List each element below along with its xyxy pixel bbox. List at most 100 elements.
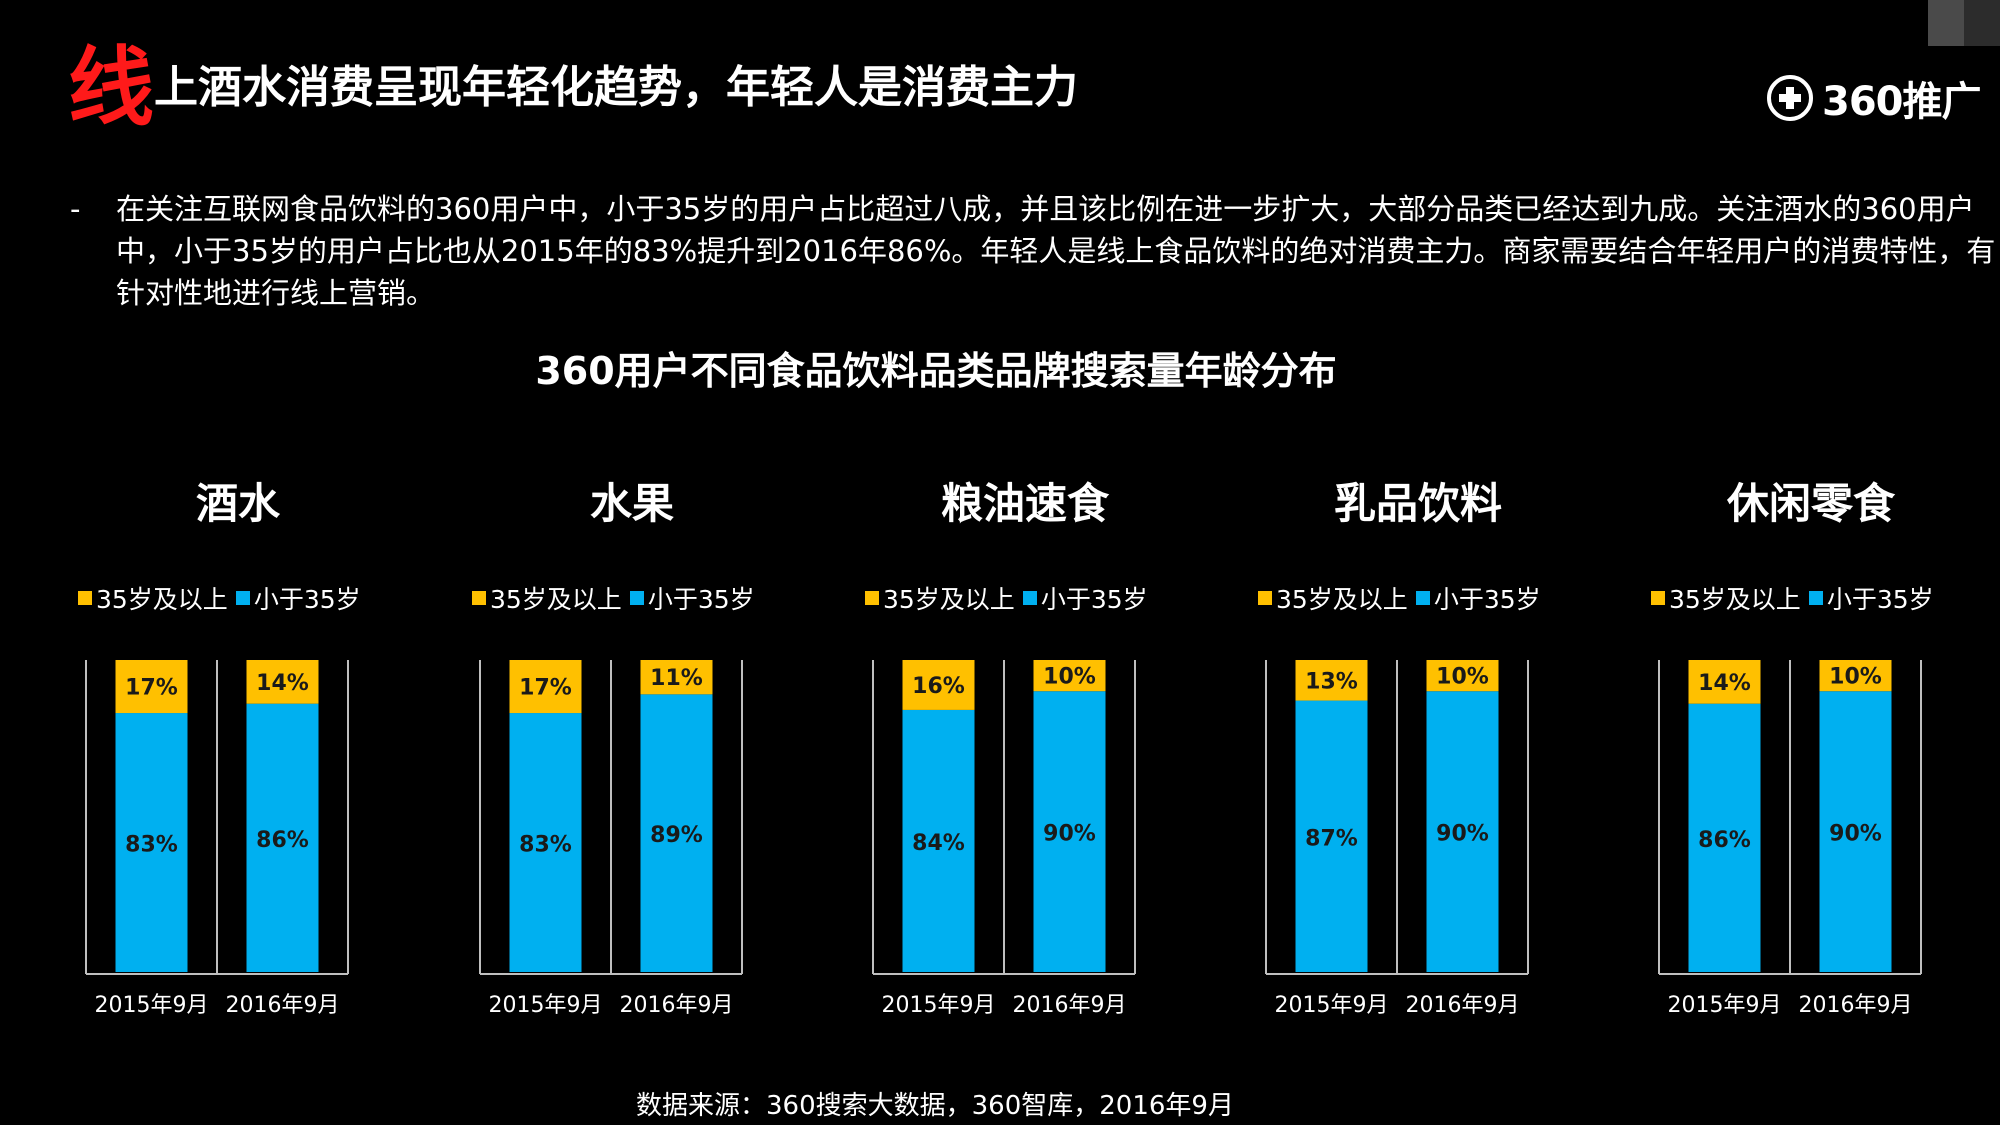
bar-under-35 bbox=[1426, 691, 1499, 972]
legend-label: 35岁及以上 bbox=[883, 585, 1015, 614]
data-label-35-plus: 17% bbox=[125, 676, 178, 701]
data-label-under-35: 86% bbox=[1698, 828, 1751, 853]
stacked-bar-plot: 86% 14% 2015年9月 90% 10% 2016年9月 bbox=[1658, 660, 1922, 1018]
bar-35-plus bbox=[1819, 660, 1892, 692]
stacked-bar-plot: 83% 17% 2015年9月 86% 14% 2016年9月 bbox=[85, 660, 349, 1018]
legend-label: 35岁及以上 bbox=[96, 585, 228, 614]
bar-35-plus bbox=[1426, 660, 1499, 692]
chart-panel: 水果 35岁及以上 小于35岁 83% 17% 2015年9月 89% 11% 2016年9月 bbox=[462, 470, 802, 1030]
legend-label: 小于35岁 bbox=[1433, 585, 1541, 614]
legend-swatch bbox=[1022, 591, 1037, 605]
bar-35-plus bbox=[115, 660, 188, 714]
bar-under-35 bbox=[246, 703, 319, 972]
legend-item: 小于35岁 bbox=[1022, 580, 1148, 616]
x-tick-label: 2016年9月 bbox=[620, 993, 734, 1018]
bar-under-35 bbox=[1033, 691, 1106, 972]
data-label-35-plus: 16% bbox=[912, 674, 965, 699]
stacked-bar-plot: 87% 13% 2015年9月 90% 10% 2016年9月 bbox=[1265, 660, 1529, 1018]
data-label-under-35: 87% bbox=[1305, 826, 1358, 851]
legend-item: 35岁及以上 bbox=[472, 580, 622, 616]
title-text: 上酒水消费呈现年轻化趋势，年轻人是消费主力 bbox=[154, 62, 1078, 113]
legend: 35岁及以上 小于35岁 bbox=[1258, 580, 1549, 616]
summary-text: 在关注互联网食品饮料的360用户中，小于35岁的用户占比超过八成，并且该比例在进… bbox=[116, 192, 1996, 310]
data-label-under-35: 90% bbox=[1829, 822, 1882, 847]
chart-panel: 粮油速食 35岁及以上 小于35岁 84% 16% 2015年9月 90% 10% 2016年9… bbox=[855, 470, 1195, 1030]
x-tick-label: 2016年9月 bbox=[226, 993, 340, 1018]
legend-label: 小于35岁 bbox=[253, 585, 361, 614]
legend-swatch bbox=[1808, 591, 1823, 605]
bar-35-plus bbox=[902, 660, 975, 710]
bar-under-35 bbox=[115, 713, 188, 972]
legend-item: 35岁及以上 bbox=[865, 580, 1015, 616]
legend-swatch bbox=[1415, 591, 1430, 605]
legend-swatch bbox=[235, 591, 250, 605]
x-tick-label: 2015年9月 bbox=[95, 993, 209, 1018]
data-label-under-35: 84% bbox=[912, 831, 965, 856]
legend-item: 35岁及以上 bbox=[1258, 580, 1408, 616]
data-label-35-plus: 10% bbox=[1829, 665, 1882, 690]
legend-label: 35岁及以上 bbox=[1669, 585, 1801, 614]
data-label-35-plus: 10% bbox=[1436, 665, 1489, 690]
bar-35-plus bbox=[509, 660, 582, 714]
legend-label: 35岁及以上 bbox=[490, 585, 622, 614]
bar-35-plus bbox=[1295, 660, 1368, 701]
bar-under-35 bbox=[1688, 703, 1761, 972]
data-label-35-plus: 11% bbox=[650, 666, 703, 691]
panel-title: 酒水 bbox=[195, 479, 280, 528]
bar-under-35 bbox=[1819, 691, 1892, 972]
x-tick-label: 2016年9月 bbox=[1799, 993, 1913, 1018]
bar-35-plus bbox=[246, 660, 319, 704]
data-label-35-plus: 13% bbox=[1305, 669, 1358, 694]
legend-swatch bbox=[1651, 591, 1665, 605]
data-source: 数据来源：360搜索大数据，360智库，2016年9月 bbox=[636, 1091, 1234, 1121]
legend-label: 小于35岁 bbox=[647, 585, 755, 614]
legend-item: 35岁及以上 bbox=[78, 580, 228, 616]
data-label-35-plus: 10% bbox=[1043, 665, 1096, 690]
chart-title: 360用户不同食品饮料品类品牌搜索量年龄分布 bbox=[535, 349, 1337, 393]
x-tick-label: 2015年9月 bbox=[1275, 993, 1389, 1018]
legend-label: 小于35岁 bbox=[1826, 585, 1934, 614]
bar-under-35 bbox=[1295, 700, 1368, 972]
x-tick-label: 2015年9月 bbox=[882, 993, 996, 1018]
legend-label: 小于35岁 bbox=[1040, 585, 1148, 614]
data-label-under-35: 90% bbox=[1043, 822, 1096, 847]
stacked-bar-plot: 84% 16% 2015年9月 90% 10% 2016年9月 bbox=[872, 660, 1136, 1018]
x-tick-label: 2015年9月 bbox=[1668, 993, 1782, 1018]
bullet-dash: - bbox=[70, 192, 81, 226]
brand-logo: 360推广 bbox=[1766, 72, 1981, 125]
legend-item: 小于35岁 bbox=[1415, 580, 1541, 616]
chart-panel: 酒水 35岁及以上 小于35岁 83% 17% 2015年9月 86% 14% 2016年9月 bbox=[68, 470, 408, 1030]
data-label-under-35: 86% bbox=[256, 828, 309, 853]
stacked-bar-plot: 83% 17% 2015年9月 89% 11% 2016年9月 bbox=[479, 660, 743, 1018]
legend-swatch bbox=[78, 591, 92, 605]
data-label-under-35: 90% bbox=[1436, 822, 1489, 847]
bar-35-plus bbox=[1688, 660, 1761, 704]
data-label-under-35: 83% bbox=[125, 833, 178, 858]
data-label-35-plus: 17% bbox=[519, 676, 572, 701]
chart-panel: 乳品饮料 35岁及以上 小于35岁 87% 13% 2015年9月 90% 10% 2016年9… bbox=[1248, 470, 1588, 1030]
panel-title: 乳品饮料 bbox=[1333, 479, 1502, 528]
legend-item: 35岁及以上 bbox=[1651, 580, 1801, 616]
chart-panel: 休闲零食 35岁及以上 小于35岁 86% 14% 2015年9月 90% 10% 2016年9… bbox=[1641, 470, 1981, 1030]
bar-under-35 bbox=[902, 709, 975, 972]
bar-under-35 bbox=[640, 694, 713, 972]
bar-under-35 bbox=[509, 713, 582, 972]
data-label-35-plus: 14% bbox=[256, 671, 309, 696]
legend: 35岁及以上 小于35岁 bbox=[865, 580, 1156, 616]
data-label-under-35: 89% bbox=[650, 823, 703, 848]
legend-item: 小于35岁 bbox=[629, 580, 755, 616]
panel-title: 粮油速食 bbox=[940, 479, 1109, 528]
logo-text: 360推广 bbox=[1822, 79, 1981, 125]
legend-swatch bbox=[472, 591, 486, 605]
panel-title: 休闲零食 bbox=[1726, 479, 1895, 528]
x-tick-label: 2016年9月 bbox=[1406, 993, 1520, 1018]
data-label-under-35: 83% bbox=[519, 833, 572, 858]
page-title: 线上酒水消费呈现年轻化趋势，年轻人是消费主力 bbox=[68, 42, 1078, 142]
legend-swatch bbox=[1258, 591, 1272, 605]
legend: 35岁及以上 小于35岁 bbox=[472, 580, 763, 616]
legend-label: 35岁及以上 bbox=[1276, 585, 1408, 614]
legend: 35岁及以上 小于35岁 bbox=[78, 580, 369, 616]
legend-item: 小于35岁 bbox=[235, 580, 361, 616]
bar-35-plus bbox=[1033, 660, 1106, 692]
legend: 35岁及以上 小于35岁 bbox=[1651, 580, 1942, 616]
